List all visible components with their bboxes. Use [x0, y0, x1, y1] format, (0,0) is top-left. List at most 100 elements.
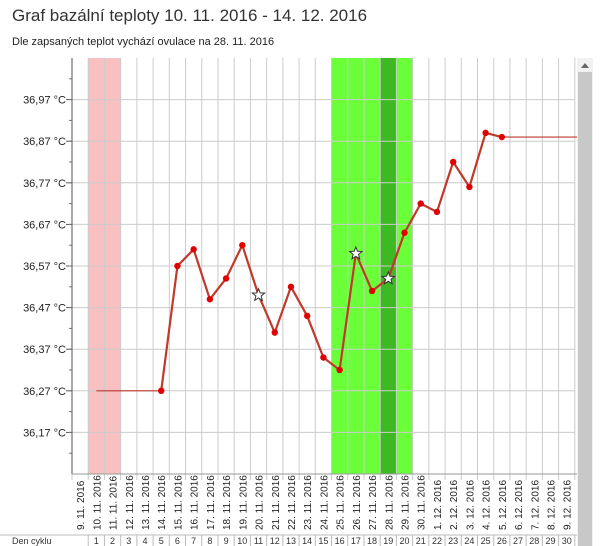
- cycle-day-number: 16: [335, 536, 345, 546]
- date-tick-label: 24. 11. 2016: [319, 475, 330, 530]
- y-tick-label: 36,27 °C: [23, 386, 66, 398]
- cycle-day-number: 6: [175, 536, 180, 546]
- cycle-day-number: 30: [562, 536, 572, 546]
- axes: 36,17 °C 36,27 °C 36,37 °C 36,47 °C 36,57 °C…: [23, 58, 592, 475]
- date-tick-label: 28. 11. 2016: [384, 475, 395, 530]
- data-point: [368, 287, 376, 295]
- date-tick-label: 1. 12. 2016: [433, 480, 444, 530]
- y-tick-label: 36,47 °C: [23, 303, 66, 315]
- star-marker: [251, 287, 267, 302]
- star-marker: [348, 245, 364, 260]
- chart-title: Graf bazální teploty 10. 11. 2016 - 14. …: [12, 6, 368, 25]
- data-point: [239, 242, 246, 249]
- data-point: [206, 296, 214, 303]
- star-marker: [380, 270, 396, 285]
- cycle-day-number: 29: [545, 536, 555, 546]
- date-tick-label: 23. 11. 2016: [303, 475, 314, 530]
- data-point: [466, 183, 473, 191]
- date-tick-label: 2. 12. 2016: [449, 480, 460, 530]
- cycle-day-number: 19: [383, 536, 393, 546]
- scrollbar-thumb: [578, 72, 592, 546]
- data-point: [190, 246, 197, 253]
- cycle-day-number: 12: [270, 536, 280, 546]
- date-tick-label: 22. 11. 2016: [287, 475, 298, 530]
- y-tick-label: 36,67 °C: [23, 219, 66, 231]
- date-tick-label: 5. 12. 2016: [498, 480, 509, 530]
- cycle-day-number: 27: [513, 536, 523, 546]
- date-tick-label: 16. 11. 2016: [190, 475, 201, 530]
- cycle-day-number: 8: [207, 536, 212, 546]
- date-tick-label: 18. 11. 2016: [222, 475, 233, 530]
- date-tick-label: 4. 12. 2016: [482, 480, 493, 530]
- cycle-day-number: 3: [126, 536, 131, 546]
- data-point: [303, 312, 311, 320]
- date-tick-label: 17. 11. 2016: [206, 475, 217, 530]
- date-tick-label: 15. 11. 2016: [173, 475, 184, 530]
- data-point: [482, 129, 489, 137]
- cycle-day-number: 22: [432, 536, 442, 546]
- data-point: [498, 133, 506, 141]
- date-tick-label: 9. 11. 2016: [76, 480, 87, 530]
- data-point: [287, 283, 295, 290]
- cycle-day-number: 28: [529, 536, 539, 546]
- date-tick-label: 27. 11. 2016: [368, 475, 379, 530]
- data-point: [433, 208, 441, 216]
- temperature-series: [96, 129, 592, 394]
- date-tick-label: 21. 11. 2016: [271, 475, 282, 530]
- date-tick-label: 8. 12. 2016: [546, 480, 557, 530]
- date-tick-label: 11. 11. 2016: [109, 475, 120, 530]
- y-tick-label: 36,97 °C: [23, 95, 66, 107]
- cycle-day-number: 10: [237, 536, 247, 546]
- cycle-day-number: 21: [416, 536, 426, 546]
- date-tick-label: 10. 11. 2016: [92, 475, 103, 530]
- date-tick-label: 7. 12. 2016: [530, 480, 541, 530]
- cycle-day-number: 1: [94, 536, 99, 546]
- cycle-day-number: 5: [159, 536, 164, 546]
- date-tick-label: 13. 11. 2016: [141, 475, 152, 530]
- vertical-scrollbar[interactable]: [577, 58, 593, 546]
- cycle-day-number: 4: [142, 536, 147, 546]
- ovulation-note: Dle zapsaných teplot vychází ovulace na …: [12, 36, 275, 48]
- y-tick-label: 36,17 °C: [23, 427, 66, 439]
- date-tick-label: 29. 11. 2016: [401, 475, 412, 530]
- cycle-day-label: Den cyklu: [12, 536, 52, 546]
- data-point: [401, 229, 408, 236]
- cycle-day-number: 13: [286, 536, 296, 546]
- data-point: [271, 329, 278, 336]
- y-tick-label: 36,57 °C: [23, 261, 66, 273]
- cycle-day-number: 18: [367, 536, 377, 546]
- y-tick-label: 36,87 °C: [23, 136, 66, 148]
- data-point: [222, 275, 230, 282]
- data-point: [336, 366, 343, 374]
- y-tick-label: 36,37 °C: [23, 344, 66, 356]
- date-tick-label: 6. 12. 2016: [514, 480, 525, 530]
- cycle-day-number: 20: [400, 536, 410, 546]
- cycle-day-number: 25: [481, 536, 491, 546]
- temperature-line: [160, 131, 503, 391]
- date-tick-label: 26. 11. 2016: [352, 475, 363, 530]
- date-tick-label: 19. 11. 2016: [238, 475, 249, 530]
- scroll-up-arrow-icon: [581, 63, 589, 68]
- data-point: [174, 262, 181, 270]
- cycle-day-number: 11: [254, 536, 263, 546]
- y-tick-label: 36,77 °C: [23, 178, 66, 190]
- date-tick-label: 14. 11. 2016: [157, 475, 168, 530]
- cycle-day-number: 24: [464, 536, 474, 546]
- date-tick-label: 30. 11. 2016: [417, 475, 428, 530]
- cycle-day-number: 23: [448, 536, 458, 546]
- cycle-day-number: 17: [351, 536, 361, 546]
- date-tick-label: 12. 11. 2016: [125, 475, 136, 530]
- cycle-day-number: 26: [497, 536, 507, 546]
- grid-lines: [71, 58, 592, 480]
- cycle-day-number: 15: [318, 536, 328, 546]
- date-tick-labels: 9. 11. 2016 10. 11. 2016 11. 11. 2016 12. 1…: [76, 474, 590, 530]
- date-tick-label: 3. 12. 2016: [465, 480, 476, 530]
- data-point: [320, 354, 327, 361]
- data-point: [417, 200, 424, 207]
- date-tick-label: 9. 12. 2016: [563, 480, 574, 530]
- date-tick-label: 25. 11. 2016: [336, 475, 347, 530]
- cycle-day-number: 2: [110, 536, 115, 546]
- data-point: [158, 387, 165, 394]
- cycle-day-number: 7: [191, 536, 196, 546]
